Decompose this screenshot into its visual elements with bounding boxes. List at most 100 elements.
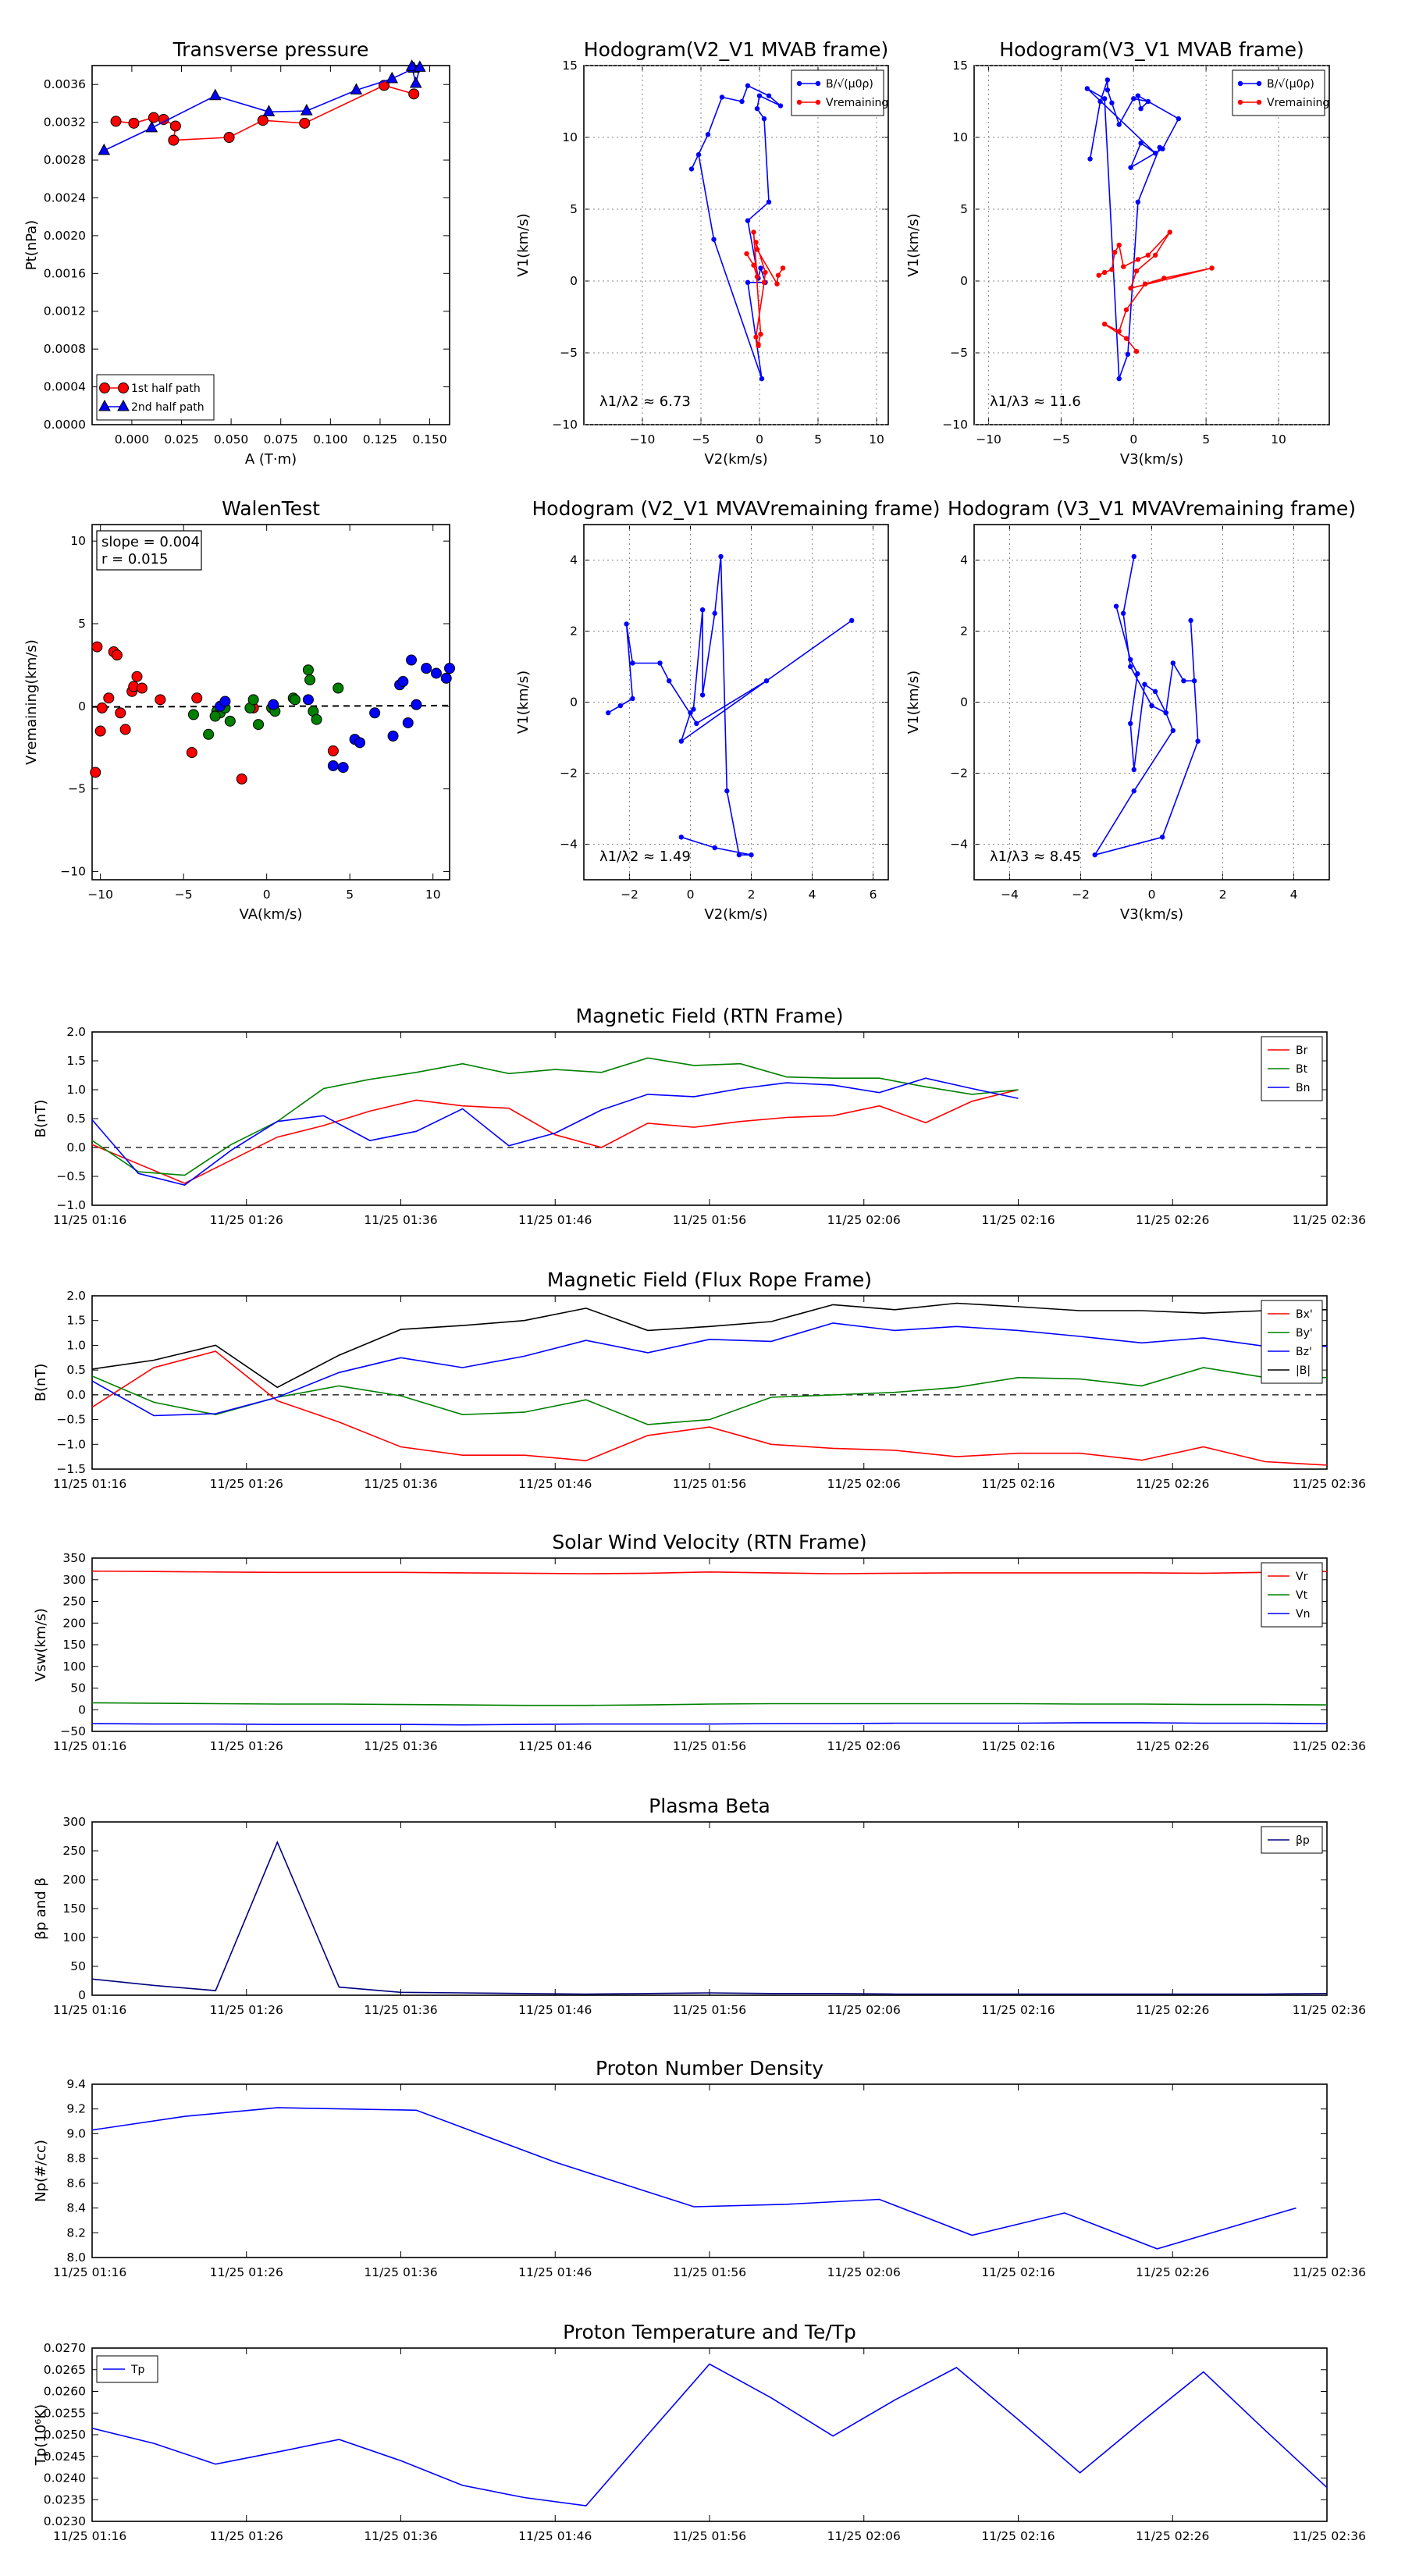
x-tick-label: 11/25 02:16 <box>981 2003 1055 2017</box>
data-point <box>337 762 349 774</box>
data-point <box>186 747 197 759</box>
y-tick-label: 1.0 <box>66 1083 86 1097</box>
data-point <box>1104 87 1111 93</box>
x-tick-label: 10 <box>869 432 884 447</box>
data-point <box>311 713 322 725</box>
data-point <box>302 664 314 676</box>
legend-marker <box>1256 80 1262 87</box>
data-point <box>1138 141 1144 146</box>
chart-title: Magnetic Field (Flux Rope Frame) <box>547 1268 872 1291</box>
x-axis-label: V3(km/s) <box>1120 451 1183 468</box>
data-point <box>148 112 159 123</box>
x-tick-label: 11/25 02:26 <box>1136 1739 1209 1753</box>
series-line <box>1087 80 1179 379</box>
x-tick-label: 11/25 02:16 <box>981 2529 1055 2543</box>
y-tick-label: 0.0012 <box>44 304 86 318</box>
plot-frame <box>91 2083 1328 2258</box>
x-tick-label: 0.025 <box>164 432 198 447</box>
y-tick-label: 0.0 <box>66 1140 86 1155</box>
data-point <box>1109 100 1115 106</box>
data-point <box>705 132 711 137</box>
y-axis-label: Pt(nPa) <box>23 220 40 270</box>
data-point <box>766 199 772 205</box>
y-tick-label: 50 <box>70 1681 86 1695</box>
x-tick-label: 11/25 01:36 <box>364 2529 437 2543</box>
x-tick-label: 11/25 01:46 <box>518 2265 592 2279</box>
data-point <box>1167 229 1172 235</box>
data-point <box>327 760 339 771</box>
y-axis-label: Vsw(km/s) <box>33 1608 49 1681</box>
data-point <box>691 706 696 712</box>
x-tick-label: 0 <box>1148 888 1156 902</box>
legend-frame <box>1232 69 1325 116</box>
legend-frame <box>791 69 884 116</box>
data-point <box>1188 617 1193 624</box>
legend: B/√(μ0ρ) Vremaining <box>791 69 888 116</box>
y-tick-label: 150 <box>62 1638 86 1652</box>
x-tick-label: 11/25 02:36 <box>1293 1477 1366 1491</box>
y-tick-label: 8.8 <box>66 2151 86 2165</box>
legend-label: B/√(μ0ρ) <box>1267 78 1314 91</box>
x-tick-label: 10 <box>425 888 441 902</box>
y-axis-label: B(nT) <box>33 1100 49 1138</box>
data-point <box>103 692 115 704</box>
chart-panel-12: 0.0230 0.0235 0.0240 0.0245 0.0250 0.0255 0.02… <box>33 2321 1366 2543</box>
data-point <box>304 674 316 685</box>
legend-marker <box>117 399 130 411</box>
x-tick-label: 2 <box>748 888 756 902</box>
data-point <box>1125 351 1131 358</box>
plot-frame <box>91 2347 1328 2522</box>
chart-panel-9: −50 0 50 100 150 200 250 300 350 11/25 01:16 11/25… <box>33 1531 1366 1753</box>
data-point <box>745 83 751 88</box>
y-tick-label: 150 <box>62 1902 86 1916</box>
x-axis-label: V2(km/s) <box>704 451 767 468</box>
x-tick-label: 11/25 01:26 <box>210 2003 283 2017</box>
data-point <box>219 696 231 707</box>
x-tick-label: 11/25 01:26 <box>210 1213 283 1227</box>
y-tick-label: 8.2 <box>66 2226 86 2240</box>
data-point <box>1131 96 1136 101</box>
series-line <box>91 1722 1328 1726</box>
legend: Vr Vt Vn <box>1261 1562 1323 1628</box>
x-tick-label: 0.150 <box>412 432 446 447</box>
data-point <box>1191 678 1197 684</box>
data-point <box>758 265 763 271</box>
chart-panel-1: 0.000 0.025 0.050 0.075 0.100 0.125 0.150 0.000… <box>23 38 450 468</box>
x-tick-label: 11/25 02:26 <box>1136 2265 1209 2279</box>
x-tick-label: 11/25 02:16 <box>981 1213 1055 1227</box>
legend-frame <box>1261 1300 1323 1384</box>
x-tick-label: 11/25 01:46 <box>518 1477 592 1491</box>
data-point <box>299 117 311 129</box>
y-tick-label: 0.0032 <box>44 116 86 130</box>
data-point <box>300 104 313 116</box>
chart-panel-7: −1.0 −0.5 0.0 0.5 1.0 1.5 2.0 11/25 01:16 11/25 … <box>33 1005 1366 1227</box>
x-tick-label: 11/25 01:26 <box>210 2529 283 2543</box>
y-tick-label: −0.5 <box>56 1169 86 1183</box>
x-tick-label: 0 <box>263 888 271 902</box>
x-tick-label: −5 <box>175 888 193 902</box>
series-line <box>1093 556 1199 856</box>
ratio-annotation: λ1/λ2 ≈ 1.49 <box>599 849 691 865</box>
data-point <box>1135 199 1141 205</box>
data-point <box>630 660 635 666</box>
data-point <box>699 607 706 613</box>
y-tick-label: 9.4 <box>66 2077 86 2091</box>
y-tick-label: −4 <box>950 838 968 852</box>
x-tick-label: 11/25 01:56 <box>673 1213 746 1227</box>
data-point <box>128 117 140 129</box>
legend-marker <box>98 399 111 411</box>
data-point <box>1170 728 1176 734</box>
series-line <box>91 1089 1019 1184</box>
x-tick-label: −2 <box>621 888 638 902</box>
data-point <box>247 694 259 706</box>
x-tick-label: 11/25 02:26 <box>1136 1213 1209 1227</box>
data-point <box>1209 265 1215 271</box>
y-axis-label: V1(km/s) <box>515 671 532 734</box>
x-tick-label: 11/25 01:36 <box>364 1739 437 1753</box>
x-tick-label: 11/25 02:06 <box>827 1213 901 1227</box>
data-point <box>369 707 381 719</box>
chart-title: Transverse pressure <box>173 38 369 61</box>
data-point <box>699 692 706 698</box>
